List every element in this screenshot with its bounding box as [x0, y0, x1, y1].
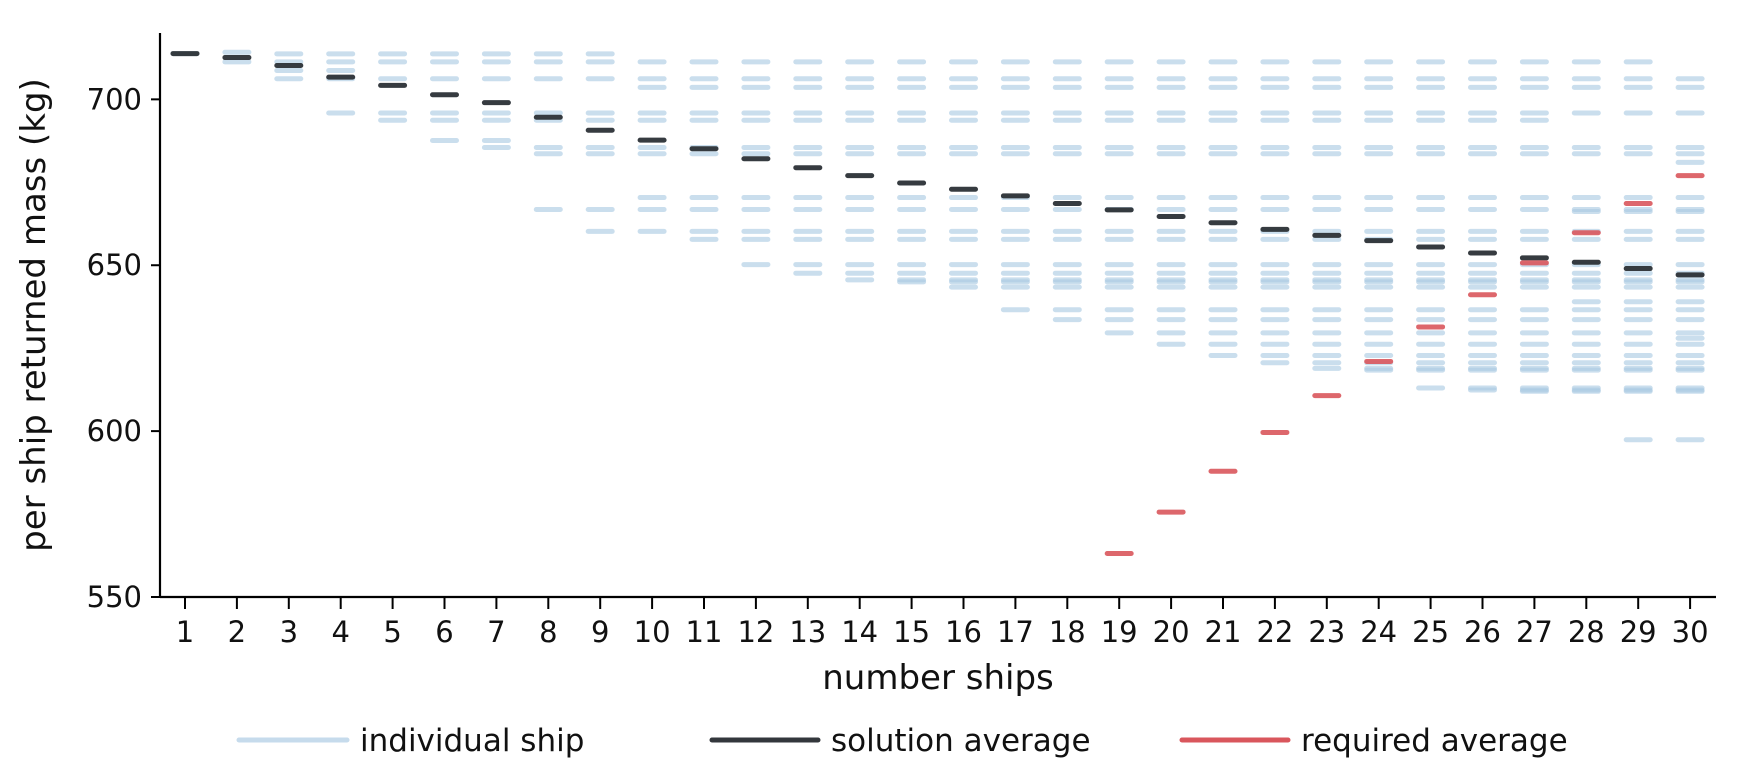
y-tick-label: 650	[87, 248, 142, 282]
y-ticks: 550 600 650 700	[87, 82, 160, 614]
x-tick-label: 18	[1049, 615, 1086, 649]
legend-item-individual: individual ship	[236, 723, 584, 759]
x-tick-label: 9	[591, 615, 609, 649]
x-tick-label: 27	[1516, 615, 1553, 649]
solution-average-marks	[170, 51, 1705, 278]
x-tick-label: 8	[539, 615, 557, 649]
x-ticks: 1 2 3 4 5 6 7 8 9 10 11 12 13 14 15 16 17 18 19 20 21 22 23 24 2…	[176, 597, 1709, 649]
x-tick-label: 20	[1153, 615, 1190, 649]
legend-label-required: required average	[1301, 723, 1568, 759]
x-tick-label: 29	[1620, 615, 1657, 649]
x-tick-label: 21	[1205, 615, 1242, 649]
x-tick-label: 12	[737, 615, 774, 649]
x-tick-label: 2	[228, 615, 246, 649]
y-axis-title: per ship returned mass (kg)	[14, 78, 54, 552]
y-tick-label: 700	[87, 82, 142, 116]
x-tick-label: 3	[280, 615, 298, 649]
x-axis-title: number ships	[822, 658, 1054, 698]
x-tick-label: 15	[893, 615, 930, 649]
x-tick-label: 13	[789, 615, 826, 649]
x-tick-label: 11	[686, 615, 723, 649]
x-tick-label: 1	[176, 615, 194, 649]
x-tick-label: 7	[487, 615, 505, 649]
individual-ship-marks	[170, 49, 1705, 443]
x-tick-label: 26	[1464, 615, 1501, 649]
x-tick-label: 22	[1256, 615, 1293, 649]
legend-item-solution: solution average	[709, 723, 1091, 759]
x-tick-label: 19	[1101, 615, 1138, 649]
x-tick-label: 16	[945, 615, 982, 649]
x-tick-label: 28	[1568, 615, 1605, 649]
y-tick-label: 600	[87, 414, 142, 448]
x-tick-label: 30	[1672, 615, 1709, 649]
x-tick-label: 5	[383, 615, 401, 649]
y-tick-label: 550	[87, 580, 142, 614]
x-tick-label: 10	[634, 615, 671, 649]
x-tick-label: 4	[331, 615, 349, 649]
x-tick-label: 17	[997, 615, 1034, 649]
x-tick-label: 23	[1308, 615, 1345, 649]
required-average-marks	[1104, 173, 1705, 557]
x-tick-label: 14	[841, 615, 878, 649]
x-tick-label: 24	[1360, 615, 1397, 649]
x-tick-label: 25	[1412, 615, 1449, 649]
legend-item-required: required average	[1179, 723, 1568, 759]
legend-label-solution: solution average	[831, 723, 1091, 759]
x-tick-label: 6	[435, 615, 453, 649]
legend-label-individual: individual ship	[360, 723, 584, 759]
legend: individual ship solution average require…	[236, 723, 1568, 759]
